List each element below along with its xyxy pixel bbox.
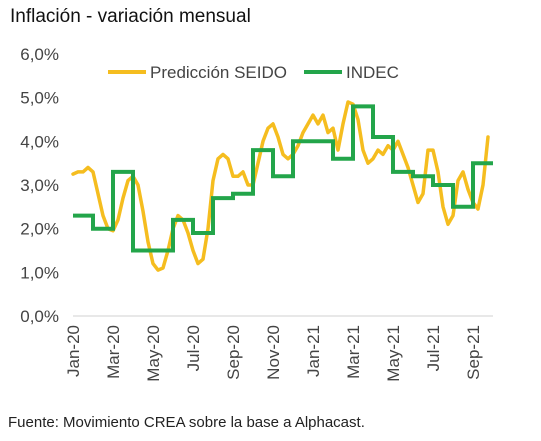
y-tick-label: 4,0%: [20, 132, 59, 151]
x-tick-label: Sep-20: [224, 325, 243, 380]
x-tick-label: Jul-20: [184, 325, 203, 371]
legend-label-indec: INDEC: [346, 63, 399, 82]
y-tick-label: 5,0%: [20, 89, 59, 108]
chart-title: Inflación - variación mensual: [10, 6, 251, 27]
x-tick-label: May-21: [384, 325, 403, 382]
series-line-indec: [73, 104, 493, 253]
x-tick-label: Jan-21: [304, 325, 323, 377]
x-tick-label: Nov-20: [264, 325, 283, 380]
x-tick-label: Mar-21: [344, 325, 363, 379]
x-tick-label: Jan-20: [64, 325, 83, 377]
series-layer: [71, 100, 493, 272]
y-tick-label: 1,0%: [20, 263, 59, 282]
legend-label-prediccion-seido: Predicción SEIDO: [150, 63, 287, 82]
y-tick-label: 2,0%: [20, 220, 59, 239]
y-tick-label: 3,0%: [20, 176, 59, 195]
x-tick-label: Sep-21: [464, 325, 483, 380]
x-tick-label: Jul-21: [424, 325, 443, 371]
y-tick-label: 0,0%: [20, 307, 59, 326]
y-tick-label: 6,0%: [20, 45, 59, 64]
y-axis: 0,0% 1,0% 2,0% 3,0% 4,0% 5,0% 6,0%: [20, 45, 59, 326]
series-line-prediccion-seido: [71, 100, 490, 272]
source-note: Fuente: Movimiento CREA sobre la base a …: [8, 414, 365, 431]
x-axis: Jan-20 Mar-20 May-20 Jul-20 Sep-20 Nov-20 Jan-…: [64, 315, 493, 382]
x-tick-label: Mar-20: [104, 325, 123, 379]
legend: Predicción SEIDO INDEC: [108, 63, 399, 82]
x-tick-label: May-20: [144, 325, 163, 382]
